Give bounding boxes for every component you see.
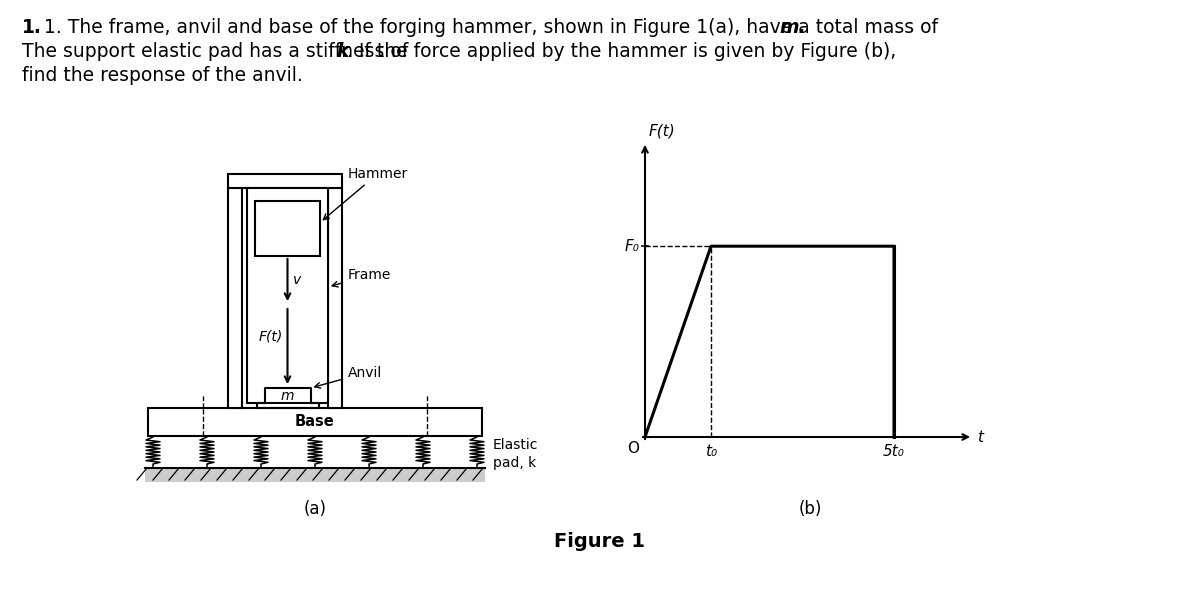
- Text: O: O: [628, 441, 640, 456]
- Text: 1.: 1.: [22, 18, 42, 37]
- Text: Figure 1: Figure 1: [554, 532, 646, 551]
- Text: find the response of the anvil.: find the response of the anvil.: [22, 66, 302, 85]
- Bar: [247, 188, 328, 403]
- Bar: [228, 174, 342, 188]
- Text: F(t): F(t): [649, 123, 676, 138]
- Text: F₀: F₀: [624, 239, 640, 254]
- Text: v: v: [293, 273, 301, 287]
- Text: m: m: [281, 389, 294, 403]
- Text: Hammer: Hammer: [323, 166, 408, 220]
- Text: Base: Base: [295, 415, 335, 430]
- Text: Frame: Frame: [332, 268, 391, 287]
- Text: F(t): F(t): [258, 329, 282, 343]
- Bar: [256, 201, 320, 256]
- Text: (b): (b): [798, 500, 822, 518]
- Bar: [328, 188, 342, 408]
- Text: (a): (a): [304, 500, 326, 518]
- Bar: [145, 468, 485, 482]
- Text: m.: m.: [779, 18, 805, 37]
- Text: t₀: t₀: [704, 444, 718, 459]
- Text: . If the force applied by the hammer is given by Figure (b),: . If the force applied by the hammer is …: [347, 42, 896, 61]
- Text: Anvil: Anvil: [314, 366, 383, 388]
- Text: 1. The frame, anvil and base of the forging hammer, shown in Figure 1(a), have a: 1. The frame, anvil and base of the forg…: [44, 18, 944, 37]
- Text: t: t: [977, 430, 983, 445]
- Text: k: k: [336, 42, 348, 61]
- Text: The support elastic pad has a stiffness of: The support elastic pad has a stiffness …: [22, 42, 414, 61]
- Bar: [148, 408, 482, 436]
- Text: Elastic
pad, k: Elastic pad, k: [493, 438, 539, 470]
- Bar: [228, 188, 242, 408]
- Text: 5t₀: 5t₀: [883, 444, 905, 459]
